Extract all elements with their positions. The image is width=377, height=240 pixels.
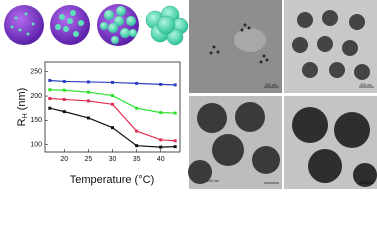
data-point: [62, 110, 66, 114]
series-line: [49, 89, 176, 114]
x-tick-label: 25: [84, 156, 92, 163]
tem-images: 200 nm 200 nm 200 nm 200 nm: [188, 0, 377, 189]
data-point: [173, 139, 177, 143]
data-point: [135, 106, 139, 110]
y-axis-title-subscript: H: [22, 113, 29, 118]
data-point: [111, 126, 114, 130]
y-axis-title: RH (nm): [16, 88, 29, 127]
data-point: [48, 106, 52, 110]
x-tick-label: 35: [133, 156, 141, 163]
data-point: [86, 80, 90, 84]
data-point: [86, 90, 90, 94]
figure: 200 nm 200 nm 200 nm 200 nm Temperature …: [4, 0, 377, 189]
scale-bar-label: 200 nm: [360, 83, 372, 87]
data-point: [159, 82, 163, 86]
data-point: [159, 138, 163, 142]
scale-bar-label: 200 nm: [207, 179, 219, 183]
data-point: [173, 83, 177, 87]
x-axis-title: Temperature (°C): [70, 174, 154, 186]
data-point: [48, 88, 52, 92]
scale-bar-label: 200 nm: [265, 83, 277, 87]
x-tick-label: 30: [109, 156, 117, 163]
y-axis-title-part: R: [16, 118, 28, 126]
data-point: [62, 88, 66, 92]
data-point: [173, 145, 177, 149]
data-point: [111, 80, 114, 84]
data-point: [159, 145, 163, 149]
scale-bar-label: 200 nm: [360, 179, 372, 183]
data-point: [62, 97, 66, 101]
data-point: [159, 111, 163, 115]
x-tick-label: 20: [60, 156, 68, 163]
y-tick-label: 150: [30, 117, 42, 124]
data-point: [86, 116, 90, 120]
y-tick-label: 250: [30, 69, 42, 76]
data-point: [135, 81, 139, 85]
data-point: [111, 94, 114, 98]
data-point: [86, 99, 90, 103]
data-point: [62, 79, 66, 83]
data-point: [111, 102, 114, 106]
data-point: [48, 78, 52, 82]
data-point: [173, 111, 177, 115]
data-point: [135, 129, 139, 133]
y-tick-label: 100: [30, 142, 42, 149]
data-point: [135, 144, 139, 148]
y-tick-label: 200: [30, 93, 42, 100]
sphere-illustrations: [4, 4, 189, 46]
data-point: [48, 96, 52, 100]
y-axis-title-part: (nm): [16, 88, 28, 114]
x-tick-label: 40: [157, 156, 165, 163]
